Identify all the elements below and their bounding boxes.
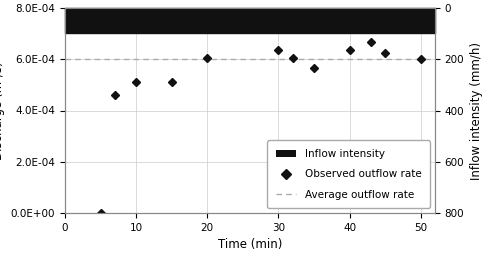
Y-axis label: Inflow intensity (mm/h): Inflow intensity (mm/h): [470, 42, 483, 179]
X-axis label: Time (min): Time (min): [218, 238, 282, 251]
Bar: [65, 8, 435, 34]
Y-axis label: Discharge (m³/s): Discharge (m³/s): [0, 61, 5, 160]
Legend: Inflow intensity, Observed outflow rate, Average outflow rate: Inflow intensity, Observed outflow rate,…: [267, 140, 430, 208]
